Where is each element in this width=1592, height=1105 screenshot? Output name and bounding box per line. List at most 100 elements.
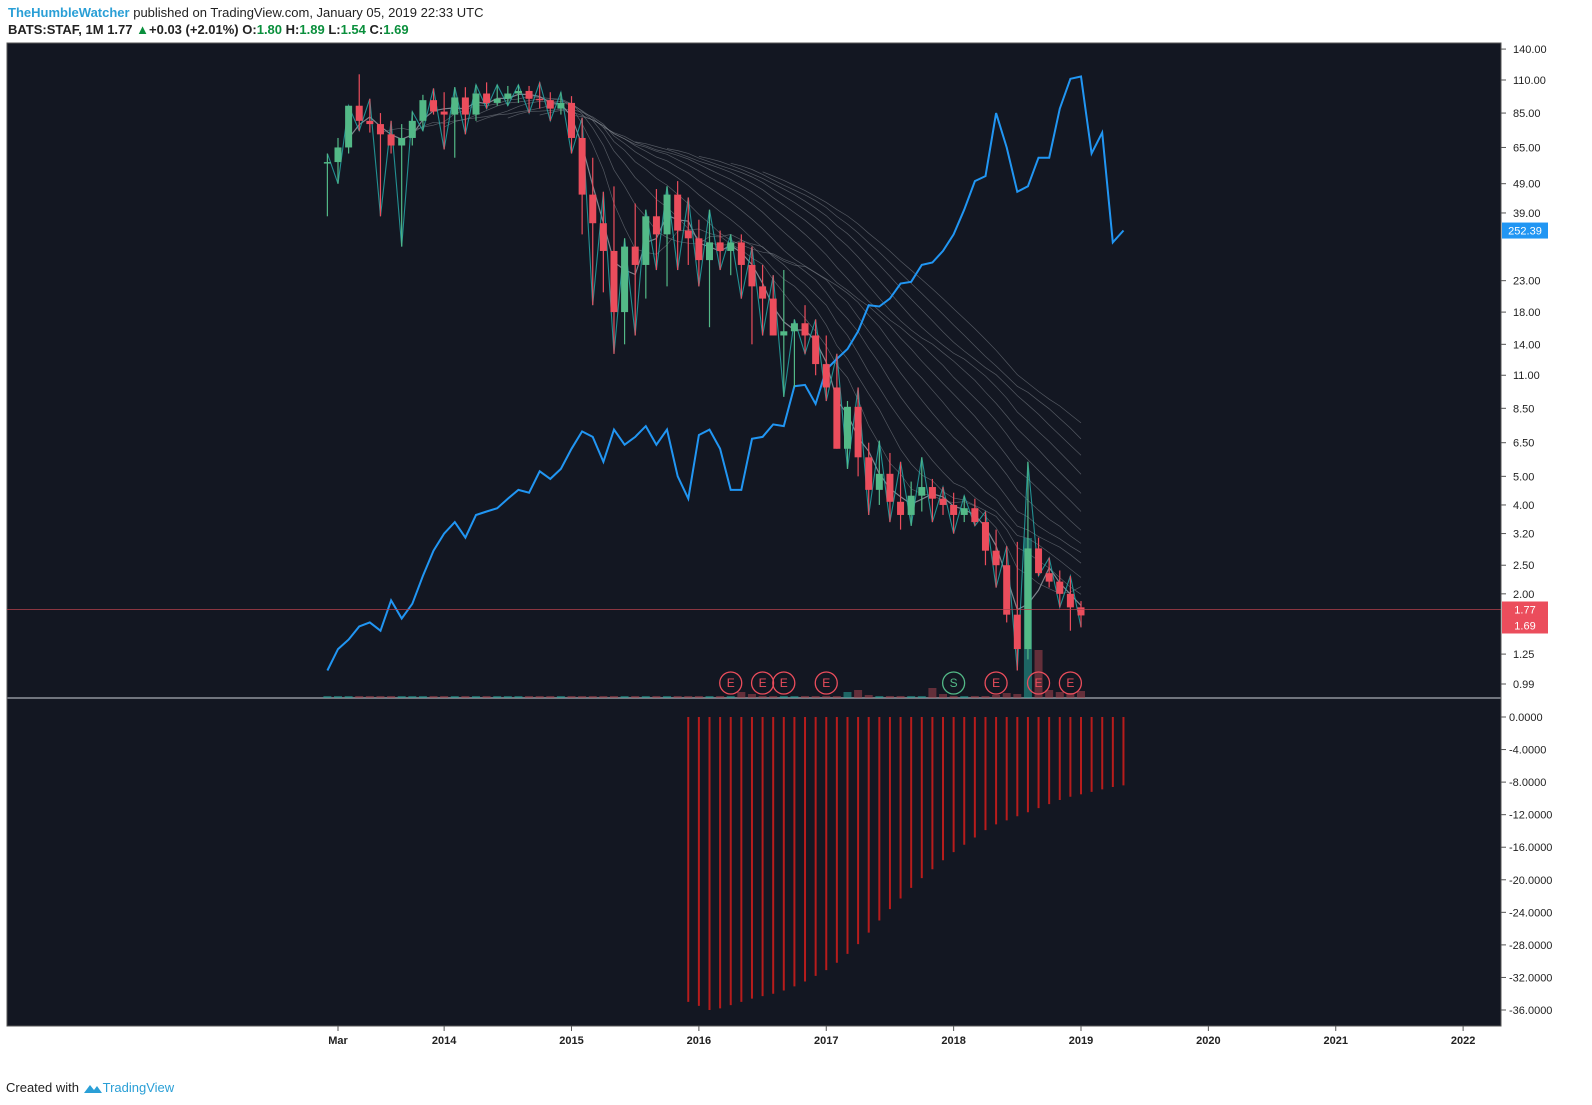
price-tag-label: 1.77 xyxy=(1514,604,1535,616)
moving-average-line xyxy=(412,98,1082,595)
candle-body xyxy=(1066,593,1074,608)
candle xyxy=(759,264,767,336)
candle xyxy=(546,92,554,121)
candle-body xyxy=(493,98,501,103)
candle xyxy=(886,452,894,523)
candle-body xyxy=(971,508,979,523)
volume-bar xyxy=(429,696,438,698)
candle-body xyxy=(897,501,905,515)
candle xyxy=(376,113,384,217)
candle-body xyxy=(599,223,607,251)
candle xyxy=(621,238,629,345)
volume-bar xyxy=(514,696,523,698)
volume-bar xyxy=(344,696,353,698)
candle xyxy=(355,74,363,131)
y-tick-label: 8.50 xyxy=(1513,403,1534,415)
candle-body xyxy=(472,93,480,115)
event-marker-label: E xyxy=(1066,676,1074,690)
osc-y-tick-label: 0.0000 xyxy=(1509,712,1543,724)
osc-y-tick-label: -8.0000 xyxy=(1509,777,1546,789)
candle-body xyxy=(737,242,745,265)
candle xyxy=(854,387,862,477)
y-tick-label: 2.00 xyxy=(1513,589,1534,601)
candle xyxy=(1013,541,1021,671)
candle xyxy=(514,84,522,103)
candle-body xyxy=(398,137,406,146)
y-tick-label: 6.50 xyxy=(1513,438,1534,450)
candle xyxy=(493,84,501,106)
volume-bar xyxy=(578,696,587,698)
published-text: published on TradingView.com, January 05… xyxy=(133,5,484,20)
candle-body xyxy=(960,508,968,515)
volume-bar xyxy=(461,696,470,698)
volume-bar xyxy=(355,696,364,698)
osc-y-tick-label: -28.0000 xyxy=(1509,940,1552,952)
volume-bar xyxy=(949,696,958,698)
candle-body xyxy=(695,238,703,261)
volume-bar xyxy=(716,696,725,698)
price-tag-label: 1.69 xyxy=(1514,620,1535,632)
author-link[interactable]: TheHumbleWatcher xyxy=(8,5,130,20)
candle-body xyxy=(1045,573,1053,582)
x-tick-label: 2015 xyxy=(559,1035,583,1047)
volume-bar xyxy=(567,696,576,698)
x-tick-label: 2022 xyxy=(1451,1035,1475,1047)
candle xyxy=(652,189,660,270)
volume-bar xyxy=(917,696,926,698)
overlay-line xyxy=(326,75,1125,671)
candle xyxy=(822,335,830,401)
candle xyxy=(928,478,936,523)
symbol-label: BATS:STAF, 1M xyxy=(8,22,104,37)
price-tag-label: 252.39 xyxy=(1508,226,1542,238)
candle-body xyxy=(366,120,374,125)
footer: Created with TradingView xyxy=(6,1080,174,1097)
candle-body xyxy=(812,335,820,365)
candle-body xyxy=(589,194,597,224)
volume-bar xyxy=(663,696,672,698)
candle xyxy=(578,117,586,235)
moving-average-line xyxy=(730,162,1082,440)
volume-bar xyxy=(397,696,406,698)
event-marker-label: E xyxy=(780,676,788,690)
event-marker-label: E xyxy=(759,676,767,690)
volume-bar xyxy=(981,696,990,698)
chart-frame xyxy=(6,42,1502,1027)
event-marker xyxy=(1026,671,1051,695)
volume-bar xyxy=(588,696,597,698)
candle xyxy=(536,82,544,109)
candle xyxy=(790,319,798,388)
candle xyxy=(631,203,639,336)
candle xyxy=(1077,601,1085,628)
volume-bar xyxy=(843,692,852,698)
event-marker xyxy=(814,671,838,695)
event-marker xyxy=(941,671,966,695)
volume-bar xyxy=(822,696,831,698)
osc-y-tick-label: -12.0000 xyxy=(1509,810,1552,822)
volume-bar xyxy=(928,688,937,698)
candle-body xyxy=(875,473,883,490)
candle-body xyxy=(801,323,809,336)
candle-body xyxy=(928,487,936,499)
volume-bar xyxy=(482,696,491,698)
candle xyxy=(769,275,777,336)
last-value: 1.77 xyxy=(107,22,133,37)
moving-average-line xyxy=(475,102,1082,564)
candle xyxy=(843,400,851,469)
volume-bar xyxy=(599,696,608,698)
candle xyxy=(440,92,448,150)
tradingview-brand-link[interactable]: TradingView xyxy=(102,1080,175,1095)
event-marker xyxy=(719,671,743,695)
event-marker xyxy=(1058,671,1083,695)
candle-body xyxy=(451,97,459,115)
candle xyxy=(599,191,607,293)
chart-background xyxy=(7,43,1501,1026)
candle xyxy=(345,105,353,154)
osc-y-tick-label: -4.0000 xyxy=(1509,745,1546,757)
candle-body xyxy=(833,387,841,449)
candle-body xyxy=(1056,581,1064,594)
candle-body xyxy=(610,250,618,313)
change-value: +0.03 (+2.01%) xyxy=(149,22,239,37)
volume-bar xyxy=(737,692,746,698)
candle xyxy=(875,440,883,505)
